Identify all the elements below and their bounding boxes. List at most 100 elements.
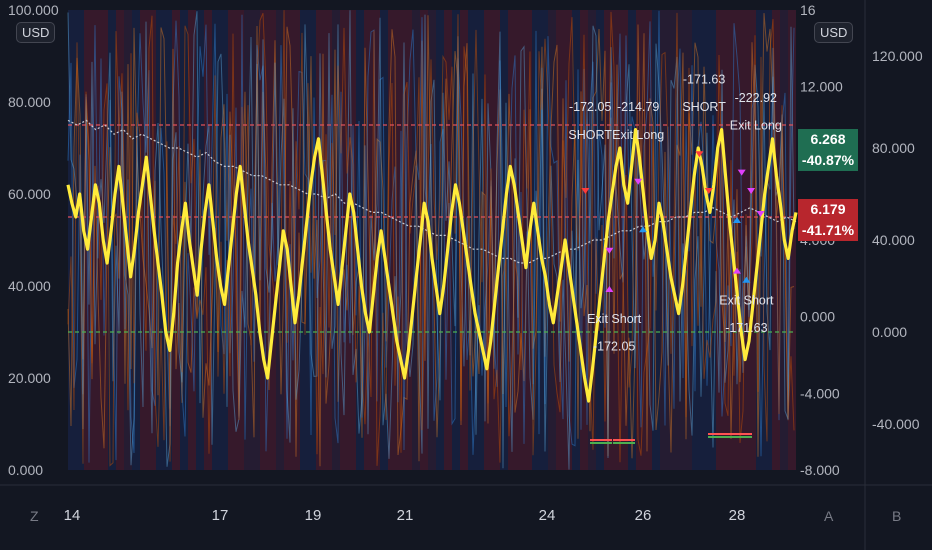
background-band	[292, 10, 300, 470]
right-axis-tick-label: 120.000	[872, 48, 923, 64]
time-axis-tick-label: 26	[635, 507, 652, 524]
background-band	[668, 10, 676, 470]
trade-label: Exit Long	[730, 119, 782, 133]
background-band	[108, 10, 116, 470]
trade-label: -172.05	[569, 100, 611, 114]
trade-label: -214.79	[617, 100, 659, 114]
background-band	[556, 10, 564, 470]
trade-marker	[733, 217, 741, 223]
background-band	[612, 10, 620, 470]
left-axis: 100.000 80.000 60.000 40.000 20.000 0.000	[8, 2, 59, 478]
background-band	[140, 10, 148, 470]
background-band	[180, 10, 188, 470]
left-axis-tick-label: 60.000	[8, 186, 51, 202]
right-axis: 120.000 80.000 40.000 0.000 -40.000	[872, 48, 923, 432]
background-band	[252, 10, 260, 470]
background-band	[260, 10, 268, 470]
trade-marker	[605, 286, 614, 292]
background-band	[364, 10, 372, 470]
background-band	[484, 10, 492, 470]
background-band	[620, 10, 628, 470]
trade-markers	[581, 151, 765, 444]
background-band	[420, 10, 428, 470]
corner-label-z[interactable]: Z	[30, 508, 39, 524]
background-band	[396, 10, 404, 470]
background-band	[412, 10, 420, 470]
background-band	[508, 10, 516, 470]
time-axis-tick-label: 19	[305, 507, 322, 524]
price-tag-lower: 6.179 -41.71%	[798, 199, 858, 241]
trade-label: Exit Long	[612, 128, 664, 142]
background-band	[564, 10, 572, 470]
background-band	[748, 10, 756, 470]
background-band	[172, 10, 180, 470]
oscillator-line	[67, 10, 795, 463]
background-band	[532, 10, 540, 470]
trade-label: SHORT	[568, 128, 612, 142]
background-band	[236, 10, 244, 470]
middle-axis-tick-label: 0.000	[800, 309, 835, 325]
trade-marker	[742, 276, 751, 283]
background-band	[388, 10, 396, 470]
oscillator-line	[67, 10, 795, 467]
middle-axis-tick-label: -8.000	[800, 462, 840, 478]
currency-badge-right[interactable]: USD	[814, 22, 854, 43]
background-band	[692, 10, 700, 470]
currency-badge-left[interactable]: USD	[16, 22, 56, 43]
trade-label: -222.92	[735, 91, 777, 105]
trade-marker	[733, 267, 741, 274]
background-band	[732, 10, 740, 470]
background-band	[92, 10, 100, 470]
time-axis-tick-label: 14	[64, 507, 81, 524]
trade-marker	[605, 247, 614, 254]
trade-label: -171.63	[683, 73, 725, 87]
time-axis-tick-label: 21	[397, 507, 414, 524]
series-lines	[66, 119, 798, 403]
time-axis-tick-label: 24	[539, 507, 556, 524]
background-band	[436, 10, 444, 470]
background-band	[476, 10, 484, 470]
background-band	[468, 10, 476, 470]
background-band	[676, 10, 684, 470]
oscillator-line	[67, 13, 795, 467]
background-band	[204, 10, 212, 470]
time-axis-tick-label: 28	[729, 507, 746, 524]
trade-label: Exit Short	[719, 293, 774, 307]
price-tag-upper: 6.268 -40.87%	[798, 129, 858, 171]
right-axis-tick-label: 0.000	[872, 324, 907, 340]
oscillator-line	[67, 10, 795, 470]
price-tag-upper-change: -40.87%	[801, 152, 855, 168]
background-band	[276, 10, 284, 470]
background-band	[76, 10, 84, 470]
background-band	[316, 10, 324, 470]
price-tag-upper-value: 6.268	[810, 131, 846, 147]
trade-marker	[756, 211, 765, 217]
background-band	[500, 10, 508, 470]
trade-marker	[704, 188, 713, 194]
background-band	[764, 10, 772, 470]
background-band	[604, 10, 612, 470]
right-axis-tick-label: 40.000	[872, 232, 915, 248]
trade-labels: -172.05 SHORT -214.79 Exit Long -171.63 SHORT…	[568, 73, 781, 354]
trade-label: SHORT	[682, 100, 726, 114]
background-band	[148, 10, 156, 470]
background-band	[196, 10, 204, 470]
trade-label: -171.63	[725, 321, 767, 335]
corner-label-a[interactable]: A	[824, 508, 834, 524]
background-band	[348, 10, 356, 470]
background-band	[700, 10, 708, 470]
background-band	[548, 10, 556, 470]
corner-label-b[interactable]: B	[892, 508, 902, 524]
trade-label: Exit Short	[587, 312, 642, 326]
background-band	[284, 10, 292, 470]
background-band	[308, 10, 316, 470]
background-band	[156, 10, 164, 470]
background-band	[116, 10, 124, 470]
trade-marker	[634, 178, 643, 185]
trade-marker	[747, 188, 756, 194]
time-axis-tick-label: 17	[212, 507, 229, 524]
background-band	[540, 10, 548, 470]
background-band	[404, 10, 412, 470]
